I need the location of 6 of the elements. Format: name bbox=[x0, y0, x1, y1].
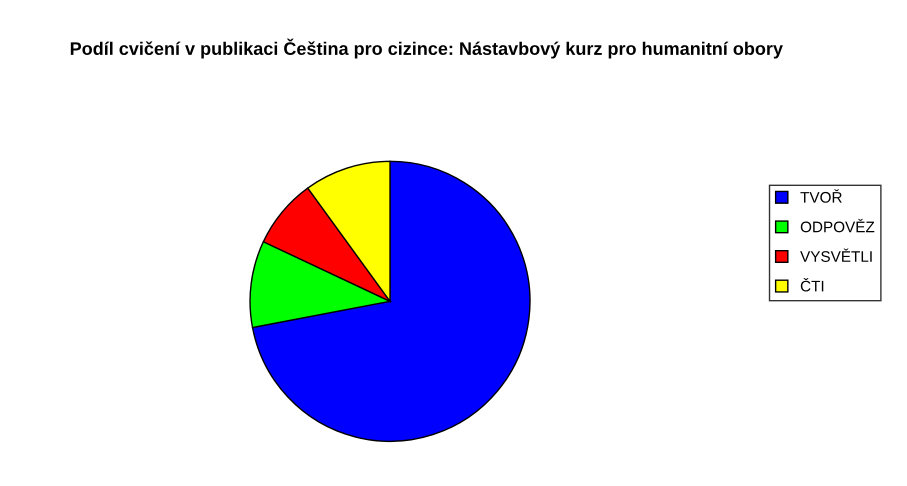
legend-label: ODPOVĚZ bbox=[800, 218, 874, 232]
legend-label: VYSVĚTLI bbox=[800, 248, 872, 262]
legend-label: ČTI bbox=[800, 278, 824, 292]
pie-slice bbox=[252, 160, 531, 442]
chart-title: Podíl cvičení v publikaci Čeština pro cizince: Nástavbový kurz pro humanitní obory bbox=[70, 38, 783, 59]
legend-label: TVOŘ bbox=[800, 189, 842, 203]
